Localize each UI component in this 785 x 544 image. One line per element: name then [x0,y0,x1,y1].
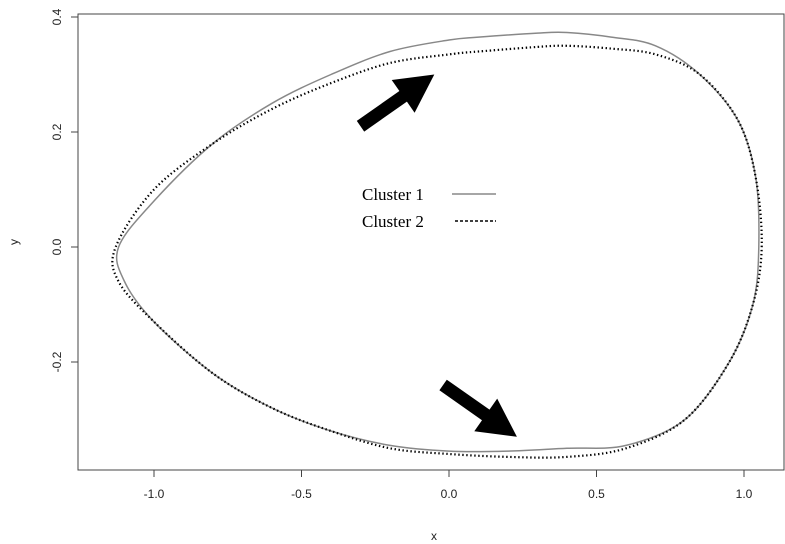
annotation-arrow-2 [439,379,517,437]
y-axis: -0.2 0.0 0.2 0.4 [50,8,78,372]
x-tick-label: -1.0 [144,487,165,501]
y-tick-label: -0.2 [50,351,64,372]
x-tick-label: -0.5 [291,487,312,501]
x-axis-title: x [431,529,437,543]
x-tick-label: 0.0 [441,487,458,501]
y-axis-title: y [7,239,21,245]
y-tick-label: 0.2 [50,123,64,140]
series-curve-1 [115,31,760,453]
legend-label-cluster-2: Cluster 2 [362,212,424,231]
annotation-arrow-1 [356,74,435,132]
legend: Cluster 1 Cluster 2 [362,185,496,231]
curves-layer [111,31,763,459]
x-tick-label: 1.0 [736,487,753,501]
x-tick-label: 0.5 [588,487,605,501]
series-curve-2 [111,44,763,459]
y-tick-label: 0.0 [50,238,64,255]
plot-frame [77,13,785,471]
legend-label-cluster-1: Cluster 1 [362,185,424,204]
x-axis: -1.0 -0.5 0.0 0.5 1.0 [144,470,753,501]
y-tick-label: 0.4 [50,8,64,25]
arrow-annotations [356,74,517,437]
